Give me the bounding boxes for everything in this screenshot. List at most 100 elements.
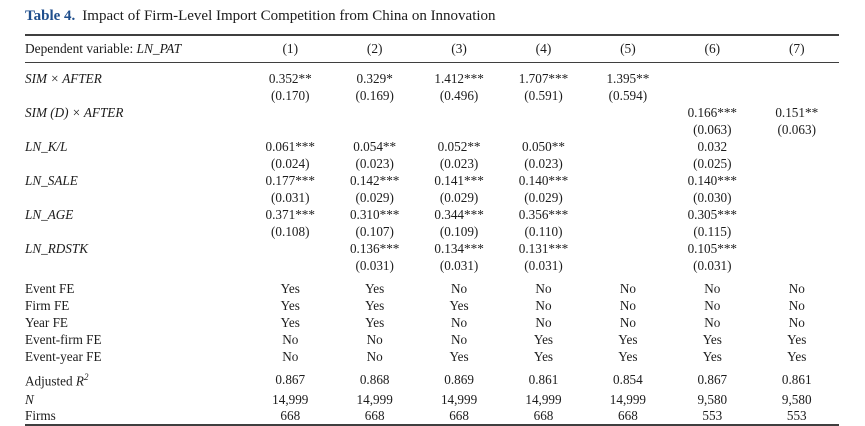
std-error-cell: (0.023) bbox=[439, 156, 479, 171]
coefficient-cell bbox=[586, 104, 670, 121]
fixed-effect-cell: No bbox=[282, 349, 299, 364]
fixed-effect-cell: Yes bbox=[365, 298, 385, 313]
std-error-cell bbox=[755, 87, 840, 104]
coefficient-cell: 0.105*** bbox=[687, 241, 738, 256]
coefficient-cell: 0.166*** bbox=[687, 105, 738, 120]
coefficient-cell: 0.310*** bbox=[349, 207, 400, 222]
coefficient-cell: 1.395** bbox=[606, 71, 650, 86]
fixed-effect-cell: No bbox=[619, 298, 636, 313]
top-rule bbox=[25, 34, 839, 36]
table-body: SIM × AFTER 0.352** 0.329* 1.412*** 1.707***… bbox=[25, 63, 839, 425]
fixed-effect-cell: Yes bbox=[702, 332, 722, 347]
coefficient-cell: 0.032 bbox=[697, 139, 728, 154]
column-header-3: (3) bbox=[416, 36, 502, 63]
fixed-effect-cell: No bbox=[451, 332, 468, 347]
std-error-cell bbox=[248, 121, 332, 138]
std-error-cell: (0.025) bbox=[693, 156, 732, 171]
fixed-effect-label: Firm FE bbox=[25, 298, 70, 313]
fixed-effect-cell: No bbox=[451, 281, 468, 296]
coefficient-cell bbox=[755, 240, 840, 257]
coefficient-cell bbox=[248, 240, 332, 257]
std-error-row: (0.170) (0.169) (0.496) (0.591) (0.594) bbox=[25, 87, 839, 104]
std-error-cell bbox=[586, 121, 670, 138]
statistic-row: Firms 668 668 668 668 668 553 553 bbox=[25, 408, 839, 424]
fixed-effect-cell: Yes bbox=[618, 332, 638, 347]
coefficient-cell: 0.151** bbox=[775, 105, 819, 120]
std-error-cell: (0.030) bbox=[693, 190, 732, 205]
statistic-cell: 668 bbox=[364, 408, 385, 424]
coefficient-row: LN_AGE 0.371*** 0.310*** 0.344*** 0.356*** 0.… bbox=[25, 206, 839, 223]
fixed-effect-cell: Yes bbox=[702, 349, 722, 364]
fixed-effect-cell: No bbox=[451, 315, 468, 330]
fixed-effect-cell: No bbox=[366, 349, 383, 364]
std-error-cell bbox=[755, 155, 840, 172]
variable-label: SIM (D) × AFTER bbox=[25, 105, 124, 120]
std-error-cell bbox=[248, 257, 332, 274]
table-number-label: Table 4. bbox=[25, 8, 76, 24]
fixed-effect-cell: Yes bbox=[280, 281, 300, 296]
statistic-row: Adjusted R2 0.867 0.868 0.869 0.861 0.854 0.86… bbox=[25, 369, 839, 389]
fixed-effect-cell: No bbox=[619, 281, 636, 296]
column-header-1: (1) bbox=[248, 36, 333, 63]
fixed-effect-row: Year FE Yes Yes No No No No No bbox=[25, 314, 839, 331]
std-error-row: (0.031) (0.029) (0.029) (0.029) (0.030) bbox=[25, 189, 839, 206]
empty-label-cell bbox=[25, 121, 248, 138]
column-header-5: (5) bbox=[585, 36, 671, 63]
coefficient-cell bbox=[755, 138, 840, 155]
statistic-cell: 14,999 bbox=[609, 392, 647, 408]
statistic-cell: 0.861 bbox=[781, 371, 812, 387]
statistic-cell: 668 bbox=[618, 408, 638, 424]
std-error-cell: (0.594) bbox=[608, 88, 648, 103]
fixed-effect-cell: No bbox=[704, 315, 721, 330]
coefficient-cell: 0.177*** bbox=[265, 173, 315, 188]
std-error-cell: (0.031) bbox=[355, 258, 394, 273]
std-error-row: (0.108) (0.107) (0.109) (0.110) (0.115) bbox=[25, 223, 839, 240]
statistic-label-italic: R bbox=[75, 373, 84, 389]
statistic-cell: 0.867 bbox=[275, 371, 306, 387]
statistic-cell: 14,999 bbox=[440, 392, 478, 408]
fixed-effect-row: Event-firm FE No No No Yes Yes Yes Yes bbox=[25, 331, 839, 348]
fixed-effect-cell: No bbox=[788, 315, 805, 330]
std-error-cell: (0.109) bbox=[439, 224, 479, 239]
variable-label: LN_RDSTK bbox=[25, 241, 89, 256]
table-caption: Impact of Firm-Level Import Competition … bbox=[82, 8, 496, 24]
dep-var-name: LN_PAT bbox=[136, 41, 182, 56]
std-error-cell: (0.115) bbox=[693, 224, 732, 239]
statistic-row: N 14,999 14,999 14,999 14,999 14,999 9,580 9,58… bbox=[25, 392, 839, 408]
column-header-2: (2) bbox=[332, 36, 417, 63]
std-error-cell: (0.031) bbox=[524, 258, 563, 273]
std-error-cell: (0.031) bbox=[271, 190, 310, 205]
std-error-cell: (0.023) bbox=[355, 156, 394, 171]
coefficient-cell bbox=[586, 138, 670, 155]
coefficient-cell: 0.142*** bbox=[349, 173, 400, 188]
statistic-cell: 553 bbox=[702, 408, 723, 424]
coefficient-cell: 1.707*** bbox=[518, 71, 569, 86]
fixed-effect-cell: Yes bbox=[449, 349, 469, 364]
dependent-variable-header: Dependent variable: LN_PAT bbox=[25, 36, 249, 63]
statistic-cell: 0.867 bbox=[697, 371, 728, 387]
coefficient-cell bbox=[755, 70, 840, 87]
variable-label: SIM × AFTER bbox=[25, 71, 102, 86]
std-error-cell: (0.496) bbox=[439, 88, 479, 103]
fixed-effect-cell: Yes bbox=[533, 349, 554, 364]
column-header-6: (6) bbox=[670, 36, 755, 63]
fixed-effect-row: Event FE Yes Yes No No No No No bbox=[25, 280, 839, 297]
statistic-cell: 14,999 bbox=[356, 392, 393, 408]
coefficient-cell bbox=[586, 172, 670, 189]
statistic-cell: 0.869 bbox=[444, 371, 474, 387]
fixed-effect-cell: Yes bbox=[618, 349, 638, 364]
coefficient-cell: 0.131*** bbox=[518, 241, 569, 256]
statistic-label-italic: N bbox=[25, 392, 34, 408]
statistic-cell: 553 bbox=[786, 408, 807, 424]
coefficient-cell bbox=[586, 240, 670, 257]
fixed-effect-cell: No bbox=[535, 298, 552, 313]
empty-label-cell bbox=[25, 87, 248, 104]
std-error-cell: (0.108) bbox=[271, 224, 310, 239]
spacer-cell bbox=[25, 63, 839, 71]
std-error-cell bbox=[417, 121, 501, 138]
fixed-effect-label: Event-firm FE bbox=[25, 332, 102, 347]
std-error-cell: (0.063) bbox=[693, 122, 732, 137]
std-error-cell: (0.031) bbox=[693, 258, 732, 273]
coefficient-row: SIM (D) × AFTER 0.166*** 0.151** bbox=[25, 104, 839, 121]
coefficient-cell: 0.050** bbox=[522, 139, 565, 154]
